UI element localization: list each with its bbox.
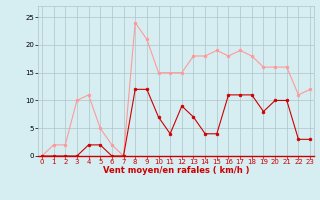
X-axis label: Vent moyen/en rafales ( km/h ): Vent moyen/en rafales ( km/h ) bbox=[103, 166, 249, 175]
